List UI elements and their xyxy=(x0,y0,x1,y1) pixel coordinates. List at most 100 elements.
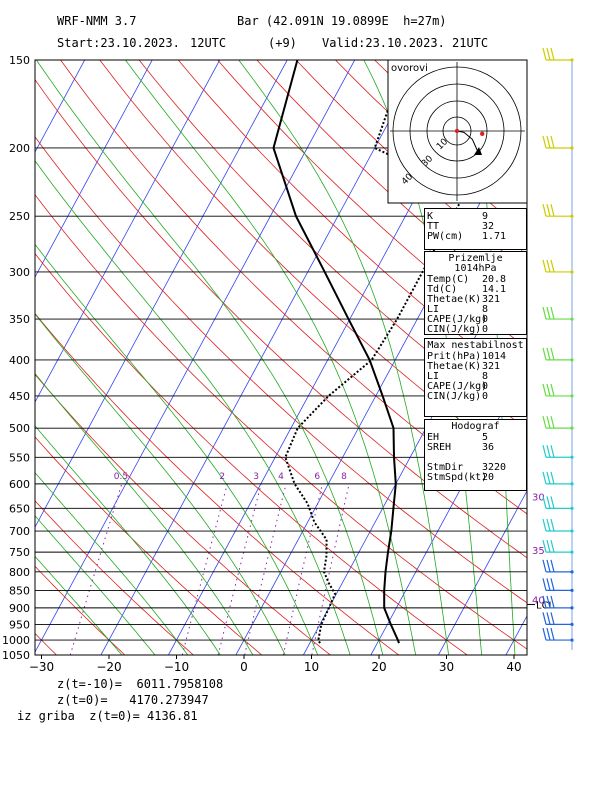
wind-barb-dot xyxy=(570,394,574,398)
dry-adiabat-line xyxy=(35,436,263,655)
pressure-tick-label: 250 xyxy=(9,210,30,223)
wind-barb-feather xyxy=(542,383,547,397)
info-row-key: SREH xyxy=(427,442,452,453)
wind-barb-feather xyxy=(550,204,555,217)
info-row-key: LI xyxy=(427,304,440,315)
info-row-value: 0 xyxy=(482,391,489,402)
info-row-key: Td(C) xyxy=(427,284,458,295)
wind-barb-feather xyxy=(546,518,551,532)
isotherm-line xyxy=(573,60,600,655)
wind-barb-feather xyxy=(550,578,555,591)
info-row-key: TT xyxy=(427,221,440,232)
pressure-tick-label: 900 xyxy=(9,602,30,615)
mixing-ratio-line xyxy=(282,483,323,655)
info-row-key: Thetae(K) xyxy=(427,361,482,372)
wind-barb-feather xyxy=(550,471,555,485)
wind-barb-feather xyxy=(542,445,547,458)
info-row: CAPE(J/kg) 0 xyxy=(425,382,526,392)
wind-barb-feather xyxy=(542,347,547,361)
wind-barb xyxy=(542,347,574,362)
wind-barb-feather xyxy=(546,383,551,397)
info-row-value: 5 xyxy=(482,432,489,443)
x-tick-label: 10 xyxy=(304,660,319,674)
mixing-ratio-label: 2 xyxy=(219,472,225,482)
temperature-profile xyxy=(272,60,400,644)
wind-barb-dot xyxy=(570,638,574,642)
wind-barb-dot xyxy=(570,58,574,62)
wind-barb-feather xyxy=(546,471,551,485)
wind-barb-dot xyxy=(570,506,574,510)
wind-barb-feather xyxy=(546,559,551,572)
info-row-value: 0 xyxy=(482,381,489,392)
wind-barb xyxy=(542,445,574,459)
wind-barb-feather xyxy=(550,135,555,149)
pressure-tick-label: 700 xyxy=(9,525,30,538)
wind-barb xyxy=(542,612,574,626)
x-tick-label: 0 xyxy=(240,660,248,674)
wind-barb-feather xyxy=(546,445,551,458)
wind-barb-feather xyxy=(546,595,551,609)
mixing-ratio-line xyxy=(217,483,262,655)
wind-barb-feather xyxy=(542,259,547,273)
info-row: Temp(C) 20.8 xyxy=(425,275,526,285)
info-row: PW(cm) 1.71 xyxy=(425,232,526,242)
surface-panel-title: Prizemlje 1014hPa xyxy=(448,253,503,274)
height-zero: z(t=0)= 4170.273947 xyxy=(57,693,209,707)
start-time: 12UTC xyxy=(190,36,227,50)
pressure-tick-label: 950 xyxy=(9,618,30,631)
info-row-key: CAPE(J/kg) xyxy=(427,381,488,392)
info-row-key: CAPE(J/kg) xyxy=(427,314,488,325)
x-tick-label: 30 xyxy=(439,660,454,674)
wind-barb-feather xyxy=(546,627,551,641)
wind-barb-feather xyxy=(542,135,547,149)
info-row: CIN(J/kg) 0 xyxy=(425,325,526,335)
info-row-value: 0 xyxy=(482,324,489,335)
wind-barb-feather xyxy=(546,415,551,429)
pressure-tick-label: 550 xyxy=(9,451,30,464)
info-row: LI 8 xyxy=(425,305,526,315)
valid-time: 21UTC xyxy=(452,36,489,50)
wind-barb-feather xyxy=(546,612,551,625)
mixing-ratio-label: 4 xyxy=(278,472,284,482)
side-value-label: 40 xyxy=(532,595,545,606)
mixing-ratio-line xyxy=(244,483,287,655)
pressure-tick-label: 600 xyxy=(9,478,30,491)
info-row-value: 20.8 xyxy=(482,274,507,285)
wind-barb-feather xyxy=(542,518,547,532)
wind-barb-dot xyxy=(570,570,574,574)
mixing-ratio-label: 8 xyxy=(341,472,347,482)
wind-barb-feather xyxy=(542,612,547,625)
info-row: StmDir 3220 xyxy=(425,463,526,473)
wind-barb-dot xyxy=(570,622,574,626)
wind-barb-feather xyxy=(542,578,547,591)
wind-barb-dot xyxy=(570,214,574,218)
hodograph-origin-dot xyxy=(454,128,460,134)
wind-barb-feather xyxy=(546,135,551,149)
info-row: Prit(hPa) 1014 xyxy=(425,352,526,362)
indices-panel: K 9 TT 32 PW(cm) 1.71 xyxy=(424,208,527,250)
start-date: Start:23.10.2023. xyxy=(57,36,180,50)
wind-barb xyxy=(542,595,574,610)
info-row-value: 36 xyxy=(482,442,495,453)
info-row: StmSpd(kt) 20 xyxy=(425,473,526,483)
mixing-ratio-line xyxy=(69,483,123,655)
max-instability-panel: Max nestabilnost Prit(hPa) 1014 Thetae(K) 3… xyxy=(424,338,527,417)
wind-barb-dot xyxy=(570,358,574,362)
info-row-value: 14.1 xyxy=(482,284,507,295)
pressure-tick-label: 800 xyxy=(9,566,30,579)
wind-barb-dot xyxy=(570,455,574,459)
info-row-key: Prit(hPa) xyxy=(427,351,482,362)
x-tick-label: 40 xyxy=(506,660,521,674)
height-minus10: z(t=-10)= 6011.7958108 xyxy=(57,677,224,691)
wind-barb-feather xyxy=(546,539,551,553)
wind-barb xyxy=(542,47,574,62)
wind-barb xyxy=(542,415,574,430)
dry-adiabat-line xyxy=(35,312,399,655)
wind-barb xyxy=(542,383,574,398)
wind-barb-feather xyxy=(550,612,555,625)
wind-barb-feather xyxy=(550,518,555,532)
info-row: CIN(J/kg) 0 xyxy=(425,392,526,402)
pressure-tick-label: 1050 xyxy=(2,649,30,662)
x-tick-label: −10 xyxy=(164,660,189,674)
